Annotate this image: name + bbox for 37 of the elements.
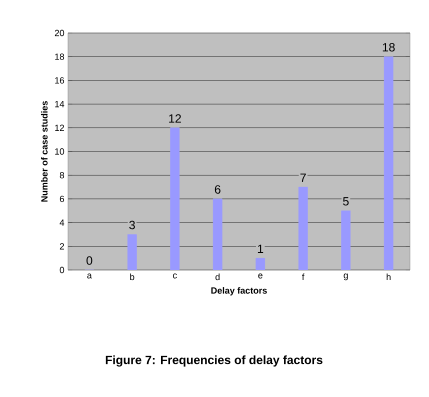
bar [298, 186, 308, 270]
data-label: 7 [300, 174, 306, 182]
y-tick-label: 2 [60, 243, 64, 250]
y-tick-label: 12 [55, 124, 64, 131]
data-label: 3 [129, 220, 135, 230]
y-tick-label: 20 [54, 30, 64, 36]
y-tick-label: 18 [55, 54, 64, 60]
data-label: 0 [86, 256, 92, 265]
bar [341, 210, 351, 270]
bar [127, 234, 137, 270]
bar [212, 198, 222, 270]
y-tick-label: 6 [60, 196, 64, 202]
x-tick-label: h [386, 274, 391, 280]
y-tick-label: 8 [60, 172, 64, 178]
y-axis-title: Number of case studies [40, 101, 48, 202]
x-tick-label: e [258, 274, 262, 278]
bar [256, 258, 266, 270]
bar [170, 128, 180, 270]
x-tick-label: f [302, 274, 304, 280]
x-tick-label: a [87, 274, 92, 278]
y-tick-label: 4 [60, 220, 64, 226]
y-tick-label: 16 [55, 77, 64, 84]
data-label: 6 [214, 185, 220, 194]
x-tick-label: d [215, 274, 220, 280]
text: Figure 7: Frequencies of delay factors [106, 355, 322, 367]
x-tick-label: c [173, 274, 177, 278]
y-tick-label: 14 [55, 101, 64, 108]
x-tick-label: g [344, 274, 348, 280]
data-label: 1 [258, 244, 264, 253]
bar [384, 56, 394, 270]
y-tick-label: 10 [55, 148, 64, 155]
y-tick-label: 0 [60, 266, 64, 274]
data-label: 5 [343, 197, 349, 206]
x-axis-title: Delay factors [211, 287, 267, 296]
data-label: 12 [169, 114, 181, 123]
data-label: 18 [382, 43, 395, 52]
x-tick-label: b [130, 274, 134, 280]
